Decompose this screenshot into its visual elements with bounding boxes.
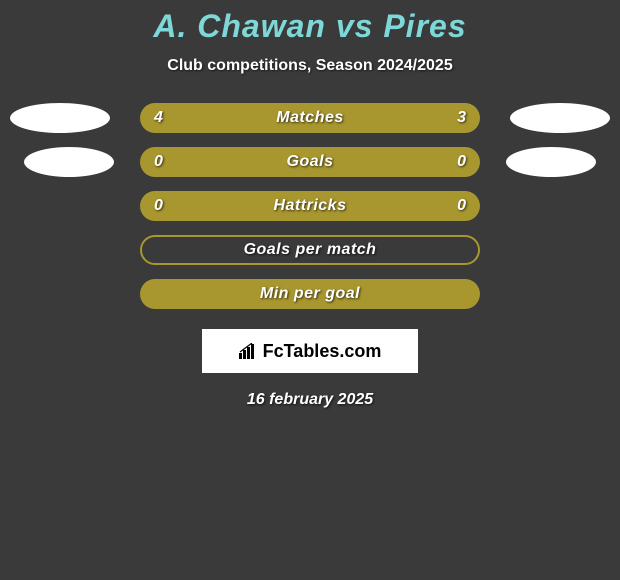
subtitle: Club competitions, Season 2024/2025 <box>167 57 452 75</box>
player1-avatar-placeholder <box>24 147 114 177</box>
stat-left-value: 0 <box>154 153 163 171</box>
player1-avatar-placeholder <box>10 103 110 133</box>
stat-label: Matches <box>276 109 344 127</box>
stat-row-matches: 4 Matches 3 <box>0 103 620 133</box>
comparison-card: A. Chawan vs Pires Club competitions, Se… <box>0 0 620 409</box>
logo-label: FcTables.com <box>263 341 382 362</box>
date-label: 16 february 2025 <box>247 391 373 409</box>
stat-label: Goals per match <box>244 241 377 259</box>
stat-label: Goals <box>287 153 334 171</box>
stat-bar: Min per goal <box>140 279 480 309</box>
stat-bar: 0 Hattricks 0 <box>140 191 480 221</box>
stat-left-value: 0 <box>154 197 163 215</box>
stat-right-value: 0 <box>457 153 466 171</box>
stat-row-hattricks: 0 Hattricks 0 <box>0 191 620 221</box>
player2-avatar-placeholder <box>506 147 596 177</box>
attribution-logo[interactable]: FcTables.com <box>202 329 418 373</box>
page-title: A. Chawan vs Pires <box>153 8 466 45</box>
bar-chart-icon <box>239 343 259 359</box>
stat-row-min-per-goal: Min per goal <box>0 279 620 309</box>
stat-left-value: 4 <box>154 109 163 127</box>
stat-label: Hattricks <box>274 197 347 215</box>
stat-bar: 4 Matches 3 <box>140 103 480 133</box>
stat-row-goals-per-match: Goals per match <box>0 235 620 265</box>
stat-right-value: 3 <box>457 109 466 127</box>
stat-bar: 0 Goals 0 <box>140 147 480 177</box>
stat-right-value: 0 <box>457 197 466 215</box>
stat-row-goals: 0 Goals 0 <box>0 147 620 177</box>
logo-text: FcTables.com <box>239 341 382 362</box>
player2-avatar-placeholder <box>510 103 610 133</box>
stat-bar: Goals per match <box>140 235 480 265</box>
stat-label: Min per goal <box>260 285 360 303</box>
